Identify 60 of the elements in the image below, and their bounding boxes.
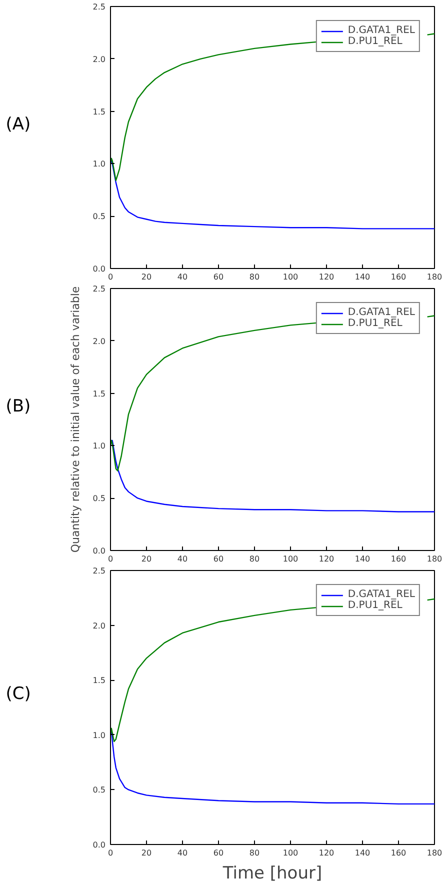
line-series — [110, 440, 434, 512]
x-tick-label: 20 — [141, 848, 152, 858]
x-tick-label: 120 — [318, 272, 334, 282]
y-tick-label: 2.0 — [92, 54, 106, 64]
y-tick-label: 2.5 — [92, 566, 106, 576]
y-tick-label: 1.0 — [92, 442, 106, 451]
x-tick-label: 80 — [249, 848, 260, 858]
x-tick-label: 60 — [213, 848, 224, 858]
legend-label: D.GATA1_REL — [348, 25, 415, 36]
x-tick-label: 60 — [213, 554, 224, 564]
y-tick-label: 0.0 — [92, 546, 106, 556]
x-tick-label: 140 — [354, 848, 370, 858]
x-tick-label: 40 — [177, 554, 188, 564]
series-label: D.PU1_REL — [348, 36, 402, 47]
x-tick-label: 0 — [108, 554, 114, 564]
y-tick-label: 2.5 — [92, 2, 106, 12]
text: (A) — [6, 114, 31, 134]
x-tick-label: 80 — [249, 554, 260, 564]
y-tick-label: 0.5 — [92, 494, 106, 504]
y-tick-label: 0.0 — [92, 264, 106, 274]
legend-label: D.GATA1_REL — [348, 589, 415, 600]
x-tick-label: 180 — [426, 848, 442, 858]
x-tick-label: 0 — [108, 272, 114, 282]
x-tick-label: 100 — [282, 848, 298, 858]
y-tick-label: 1.5 — [92, 107, 106, 116]
x-tick-label: 40 — [177, 272, 188, 282]
x-tick-label: 140 — [354, 272, 370, 282]
x-tick-label: 160 — [390, 272, 406, 282]
text: (B) — [6, 396, 31, 416]
y-tick-label: 0.5 — [92, 212, 106, 222]
x-tick-label: 100 — [282, 554, 298, 564]
y-tick-label: 0.5 — [92, 786, 106, 795]
y-tick-label: 1.5 — [92, 389, 106, 398]
y-tick-label: 0.0 — [92, 840, 106, 850]
x-tick-label: 180 — [426, 554, 442, 564]
x-tick-label: 120 — [318, 554, 334, 564]
y-tick-label: 2.0 — [92, 621, 106, 630]
x-tick-label: 140 — [354, 554, 370, 564]
x-tick-label: 40 — [177, 848, 188, 858]
x-axis-title: Time [hour] — [222, 864, 322, 884]
x-tick-label: 100 — [282, 272, 298, 282]
x-tick-label: 160 — [390, 554, 406, 564]
legend-label: D.PU1_REL — [348, 318, 402, 329]
x-tick-label: 180 — [426, 272, 442, 282]
x-tick-label: 120 — [318, 848, 334, 858]
x-tick-label: 20 — [141, 554, 152, 564]
x-tick-label: 0 — [108, 848, 114, 858]
series-label: D.PU1_REL — [348, 600, 402, 611]
x-tick-label: 60 — [213, 272, 224, 282]
y-tick-label: 1.0 — [92, 730, 106, 740]
y-tick-label: 2.0 — [92, 336, 106, 346]
y-tick-label: 1.0 — [92, 160, 106, 169]
y-tick-label: 2.5 — [92, 284, 106, 294]
legend-label: D.GATA1_REL — [348, 307, 415, 318]
x-tick-label: 160 — [390, 848, 406, 858]
y-tick-label: 1.5 — [92, 676, 106, 686]
y-axis-title: Quantity relative to initial value of each variable — [68, 286, 82, 553]
x-tick-label: 80 — [249, 272, 260, 282]
text: (C) — [6, 684, 31, 704]
x-tick-label: 20 — [141, 272, 152, 282]
